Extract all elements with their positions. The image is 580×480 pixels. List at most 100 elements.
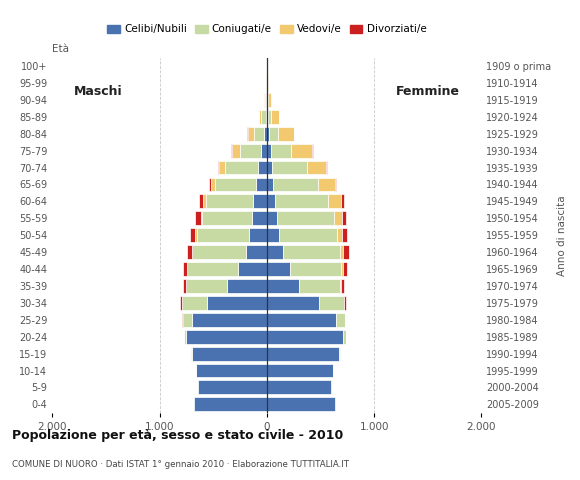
Bar: [259, 110, 262, 124]
Bar: [246, 245, 267, 259]
Bar: [265, 93, 266, 107]
Bar: [191, 347, 267, 360]
Bar: [180, 296, 182, 310]
Bar: [186, 330, 267, 344]
Bar: [299, 279, 340, 293]
Bar: [342, 228, 347, 242]
Bar: [336, 313, 345, 327]
Bar: [275, 194, 328, 208]
Legend: Celibi/Nubili, Coniugati/e, Vedovi/e, Divorziati/e: Celibi/Nubili, Coniugati/e, Vedovi/e, Di…: [103, 20, 430, 38]
Bar: [248, 127, 253, 141]
Bar: [267, 330, 343, 344]
Bar: [267, 245, 284, 259]
Bar: [261, 144, 267, 157]
Bar: [182, 296, 206, 310]
Bar: [215, 178, 256, 192]
Bar: [195, 211, 201, 225]
Bar: [194, 397, 267, 411]
Bar: [264, 93, 265, 107]
Bar: [256, 178, 267, 192]
Bar: [267, 279, 299, 293]
Text: Maschi: Maschi: [74, 85, 122, 98]
Text: Popolazione per età, sesso e stato civile - 2010: Popolazione per età, sesso e stato civil…: [12, 429, 343, 442]
Bar: [342, 262, 343, 276]
Bar: [320, 296, 344, 310]
Bar: [306, 161, 327, 174]
Bar: [343, 330, 346, 344]
Bar: [190, 228, 195, 242]
Bar: [267, 397, 335, 411]
Text: Femmine: Femmine: [396, 85, 460, 98]
Bar: [318, 178, 335, 192]
Bar: [290, 262, 342, 276]
Bar: [211, 178, 215, 192]
Bar: [202, 211, 252, 225]
Bar: [191, 313, 267, 327]
Bar: [292, 144, 313, 157]
Bar: [267, 127, 269, 141]
Bar: [203, 194, 206, 208]
Bar: [264, 127, 267, 141]
Bar: [341, 194, 344, 208]
Bar: [258, 161, 267, 174]
Bar: [232, 144, 240, 157]
Bar: [328, 194, 341, 208]
Bar: [183, 262, 187, 276]
Bar: [270, 144, 292, 157]
Bar: [267, 262, 290, 276]
Bar: [267, 363, 333, 377]
Bar: [268, 110, 271, 124]
Bar: [266, 110, 267, 124]
Bar: [192, 245, 246, 259]
Bar: [267, 76, 268, 90]
Bar: [267, 93, 269, 107]
Bar: [187, 245, 191, 259]
Bar: [342, 211, 346, 225]
Bar: [284, 245, 340, 259]
Bar: [267, 381, 331, 395]
Bar: [343, 245, 349, 259]
Bar: [267, 296, 320, 310]
Bar: [253, 127, 264, 141]
Bar: [335, 178, 336, 192]
Bar: [267, 110, 268, 124]
Bar: [253, 194, 267, 208]
Bar: [198, 381, 267, 395]
Bar: [345, 296, 346, 310]
Bar: [225, 161, 258, 174]
Bar: [183, 313, 191, 327]
Bar: [336, 228, 342, 242]
Bar: [197, 228, 249, 242]
Bar: [196, 363, 267, 377]
Bar: [238, 262, 267, 276]
Bar: [218, 161, 219, 174]
Bar: [273, 178, 318, 192]
Bar: [262, 110, 266, 124]
Bar: [277, 211, 333, 225]
Bar: [219, 161, 225, 174]
Bar: [183, 279, 186, 293]
Bar: [249, 228, 267, 242]
Bar: [209, 178, 211, 192]
Bar: [278, 127, 293, 141]
Bar: [201, 211, 202, 225]
Bar: [187, 262, 238, 276]
Bar: [334, 211, 342, 225]
Bar: [206, 194, 253, 208]
Bar: [240, 144, 261, 157]
Bar: [252, 211, 267, 225]
Bar: [278, 228, 336, 242]
Bar: [340, 279, 343, 293]
Bar: [267, 347, 339, 360]
Bar: [267, 144, 270, 157]
Text: COMUNE DI NUORO · Dati ISTAT 1° gennaio 2010 · Elaborazione TUTTITALIA.IT: COMUNE DI NUORO · Dati ISTAT 1° gennaio …: [12, 459, 349, 468]
Bar: [267, 313, 336, 327]
Y-axis label: Anno di nascita: Anno di nascita: [557, 195, 567, 276]
Bar: [340, 245, 343, 259]
Bar: [199, 194, 203, 208]
Bar: [272, 161, 306, 174]
Bar: [343, 262, 347, 276]
Bar: [269, 93, 271, 107]
Bar: [267, 211, 277, 225]
Bar: [267, 178, 273, 192]
